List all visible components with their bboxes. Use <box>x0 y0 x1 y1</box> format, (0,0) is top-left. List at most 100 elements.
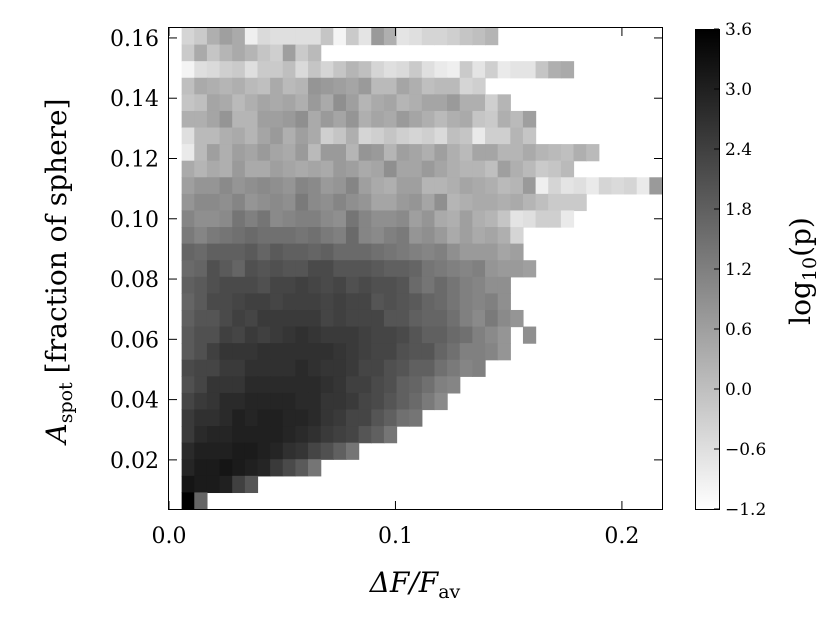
heatmap-cell <box>510 309 524 328</box>
heatmap-cell <box>459 160 473 178</box>
heatmap-cell <box>396 61 410 79</box>
heatmap-cell <box>282 426 297 444</box>
heatmap-cell <box>383 243 398 261</box>
heatmap-cell <box>345 177 360 195</box>
heatmap-cell <box>194 210 208 228</box>
heatmap-cell <box>447 210 461 228</box>
heatmap-cell <box>270 409 284 427</box>
heatmap-cell <box>257 293 271 311</box>
heatmap-cell <box>371 309 385 328</box>
heatmap-cell <box>421 160 436 178</box>
heatmap-cell <box>358 177 372 195</box>
heatmap-cell <box>345 127 360 145</box>
heatmap-cell <box>497 193 511 212</box>
heatmap-cell <box>510 61 524 79</box>
heatmap-cell <box>371 243 385 261</box>
heatmap-cell <box>560 160 575 178</box>
heatmap-cell <box>320 160 334 178</box>
heatmap-cell <box>485 94 499 112</box>
heatmap-cell <box>434 343 448 361</box>
heatmap-cell <box>320 359 334 377</box>
heatmap-cell <box>371 276 385 294</box>
heatmap-cell <box>244 293 259 311</box>
heatmap-cell <box>295 343 309 361</box>
heatmap-cell <box>257 193 271 212</box>
heatmap-cell <box>295 459 309 477</box>
heatmap-cell <box>308 392 322 411</box>
heatmap-cell <box>244 144 259 162</box>
heatmap-cell <box>409 177 423 195</box>
heatmap-cell <box>270 243 284 261</box>
heatmap-cell <box>358 193 372 212</box>
heatmap-cell <box>459 177 473 195</box>
heatmap-cell <box>333 392 347 411</box>
heatmap-cell <box>244 243 259 261</box>
heatmap-cell <box>257 442 271 460</box>
heatmap-cell <box>219 44 233 62</box>
heatmap-cell <box>206 326 221 344</box>
heatmap-cell <box>206 359 221 377</box>
heatmap-cell <box>282 193 297 212</box>
heatmap-cell <box>181 293 195 311</box>
heatmap-cell <box>409 94 423 112</box>
y-axis-label: Aspot [fraction of sphere] <box>40 98 77 446</box>
heatmap-cell <box>219 359 233 377</box>
heatmap-cell <box>510 260 524 278</box>
heatmap-cell <box>522 127 537 145</box>
heatmap-cell <box>358 343 372 361</box>
heatmap-cell <box>421 392 436 411</box>
heatmap-cell <box>358 409 372 427</box>
heatmap-cell <box>232 28 246 46</box>
heatmap-cell <box>383 144 398 162</box>
heatmap-cell <box>181 177 195 195</box>
heatmap-cell <box>472 127 486 145</box>
heatmap-cell <box>270 426 284 444</box>
heatmap-cell <box>459 94 473 112</box>
heatmap-cell <box>485 28 499 46</box>
heatmap-cell <box>358 160 372 178</box>
heatmap-cell <box>219 127 233 145</box>
heatmap-cell <box>472 177 486 195</box>
heatmap-cell <box>548 177 562 195</box>
heatmap-cell <box>345 392 360 411</box>
heatmap-cell <box>598 177 613 195</box>
heatmap-cell <box>434 260 448 278</box>
heatmap-cell <box>257 77 271 95</box>
heatmap-cell <box>333 293 347 311</box>
heatmap-cell <box>383 94 398 112</box>
heatmap-cell <box>371 227 385 245</box>
heatmap-cell <box>282 326 297 344</box>
heatmap-cell <box>472 210 486 228</box>
heatmap-cell <box>497 127 511 145</box>
heatmap-cell <box>219 343 233 361</box>
heatmap-cell <box>295 193 309 212</box>
colorbar-tick-label: 0.6 <box>725 320 752 340</box>
heatmap-cell <box>510 110 524 129</box>
heatmap-cell <box>257 326 271 344</box>
heatmap-cell <box>181 343 195 361</box>
heatmap-cell <box>257 127 271 145</box>
heatmap-cell <box>459 260 473 278</box>
heatmap-cell <box>447 94 461 112</box>
heatmap-cell <box>295 110 309 129</box>
heatmap-cell <box>421 28 436 46</box>
heatmap-cell <box>282 359 297 377</box>
heatmap-cell <box>244 110 259 129</box>
heatmap-cell <box>371 293 385 311</box>
heatmap-cell <box>434 210 448 228</box>
heatmap-cell <box>194 94 208 112</box>
colorbar-tick-label: −1.2 <box>725 500 766 520</box>
heatmap-cell <box>383 359 398 377</box>
heatmap-cell <box>497 144 511 162</box>
heatmap-cell <box>320 110 334 129</box>
heatmap-cell <box>522 177 537 195</box>
heatmap-cell <box>244 77 259 95</box>
heatmap-cell <box>282 127 297 145</box>
heatmap-cell <box>447 243 461 261</box>
heatmap-cell <box>383 376 398 394</box>
heatmap-cell <box>560 210 575 228</box>
heatmap-cell <box>270 44 284 62</box>
heatmap-cell <box>421 210 436 228</box>
heatmap-cell <box>308 426 322 444</box>
